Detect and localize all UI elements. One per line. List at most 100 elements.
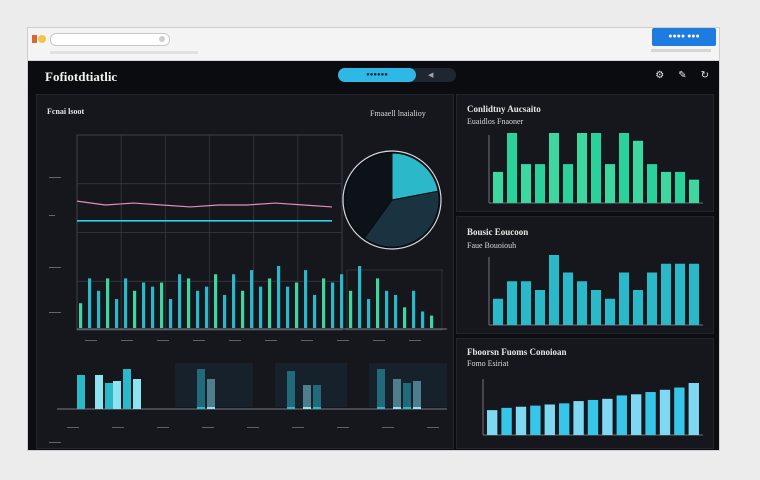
x-tick: ——: [67, 425, 79, 431]
pie-slice: [363, 190, 440, 248]
mini-bar: [77, 375, 85, 409]
series-line: [76, 200, 333, 208]
plot-frame: [346, 269, 443, 331]
x-tick: ——: [112, 425, 124, 431]
mini-bar: [105, 383, 113, 409]
x-tick: ——: [121, 338, 133, 344]
pie-slice: [391, 152, 439, 201]
bar: [88, 278, 92, 328]
bar: [675, 263, 686, 325]
bar: [659, 389, 671, 435]
y-tick: ——: [49, 310, 61, 316]
app-title: Fofiotdtiatlic: [45, 69, 118, 84]
browser-extension-icon[interactable]: [32, 32, 48, 44]
bar: [535, 164, 546, 203]
right-chart-2: [488, 255, 703, 326]
right-chart-1: [488, 133, 703, 204]
bar: [577, 133, 588, 203]
bar: [268, 278, 272, 328]
bar: [661, 171, 672, 203]
bar: [619, 133, 630, 203]
bar: [507, 133, 518, 203]
tab-strip: [50, 51, 198, 54]
bar: [295, 282, 299, 328]
bar: [412, 290, 416, 328]
bar: [587, 399, 599, 435]
bar: [178, 274, 182, 328]
bar: [530, 405, 541, 435]
bar: [501, 407, 512, 435]
bar: [97, 290, 101, 328]
bar: [521, 164, 532, 203]
bar: [591, 133, 602, 203]
bar: [250, 270, 254, 328]
x-tick: ——: [409, 338, 421, 344]
panel-subtitle: Fomo Esiriat: [467, 359, 509, 368]
bar: [241, 290, 245, 328]
x-tick: ——: [202, 425, 214, 431]
settings-icon[interactable]: ⚙: [655, 70, 665, 81]
clear-icon[interactable]: [159, 36, 165, 42]
bar: [133, 290, 137, 328]
right-panel-2: Bousic Eoucoon Faue Bouoiouh: [456, 216, 714, 334]
bar: [487, 410, 498, 435]
refresh-icon[interactable]: ↻: [700, 70, 709, 81]
bar: [259, 286, 263, 328]
bar: [549, 255, 560, 325]
address-bar[interactable]: [50, 33, 170, 46]
bar: [689, 179, 700, 203]
bar: [349, 290, 353, 328]
main-chart-title: Fcnai lsoot: [47, 107, 85, 116]
bar: [223, 294, 227, 328]
primary-cta-button[interactable]: ●●●● ●●●: [652, 28, 716, 46]
x-tick: ——: [229, 338, 241, 344]
bar: [674, 387, 685, 435]
view-toggle-active[interactable]: ●●●●●●: [338, 68, 416, 82]
bar: [633, 140, 644, 203]
bar: [689, 263, 700, 325]
bar: [115, 299, 119, 328]
bar: [124, 278, 128, 328]
bar: [340, 274, 344, 328]
mini-region: [175, 363, 253, 407]
panel-title: Bousic Eoucoon: [467, 227, 529, 237]
x-tick: ——: [247, 425, 259, 431]
bar: [688, 383, 699, 435]
right-panel-3: Fboorsn Fuoms Conoioan Fomo Esiriat: [456, 338, 714, 449]
panel-title: Conlidtny Aucsaito: [467, 104, 541, 114]
main-chart: —— —— —— —— —— —— —— —— —— —— —— —— —— —— —— —— —— —— ——: [57, 134, 447, 431]
x-tick: ——: [382, 425, 394, 431]
bar: [106, 278, 110, 328]
view-toggle[interactable]: ●●●●●● ◀: [338, 68, 456, 82]
bar: [507, 281, 518, 325]
bar: [493, 171, 504, 203]
main-chart-legend-label: Fmaaell lnaialioy: [370, 109, 426, 118]
panel-title: Fboorsn Fuoms Conoioan: [467, 347, 567, 357]
bar: [421, 311, 425, 328]
pin-icon[interactable]: ✎: [678, 70, 687, 81]
bar: [376, 278, 380, 328]
bar: [214, 274, 218, 328]
bar: [616, 395, 627, 435]
collapse-icon[interactable]: ◀: [428, 72, 434, 79]
bar: [573, 401, 584, 435]
bar: [675, 171, 686, 203]
bar: [331, 282, 335, 328]
x-tick: ——: [193, 338, 205, 344]
bar: [647, 272, 658, 325]
mini-bar: [95, 375, 103, 409]
bar: [358, 266, 362, 328]
bar: [647, 164, 658, 203]
bar: [661, 263, 672, 325]
x-tick: ——: [265, 338, 277, 344]
bar: [151, 286, 155, 328]
bar: [605, 164, 616, 203]
bar: [394, 294, 398, 328]
y-tick: ——: [49, 175, 61, 181]
browser-chrome: ●●●● ●●●: [28, 28, 719, 61]
bar: [187, 278, 191, 328]
bar: [286, 286, 290, 328]
bar: [645, 392, 656, 435]
x-tick: ——: [301, 338, 313, 344]
bar: [385, 290, 389, 328]
